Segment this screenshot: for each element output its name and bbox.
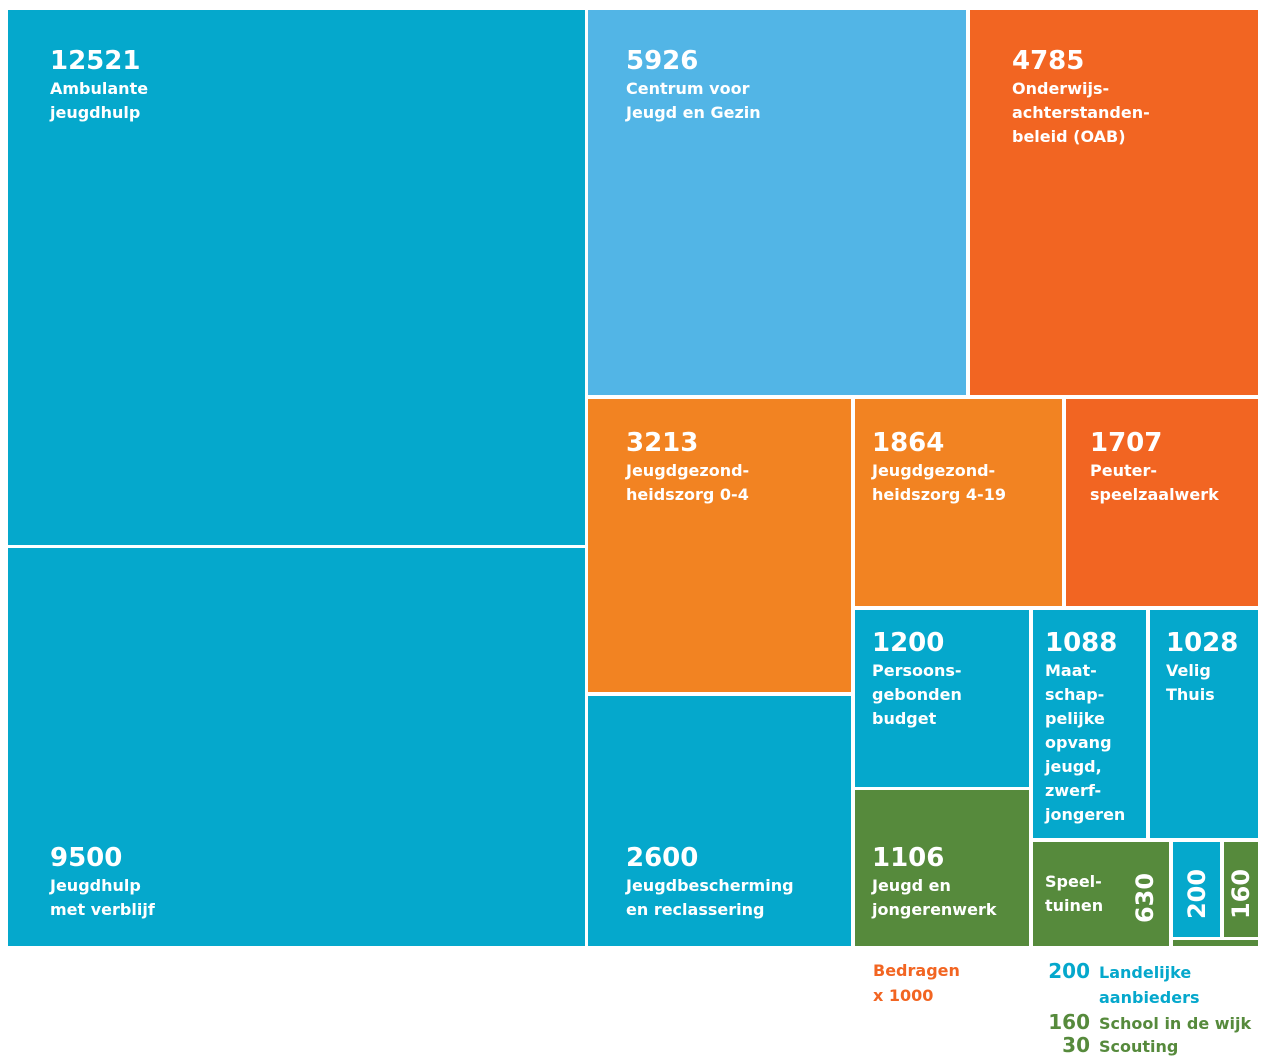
- treemap-cell: 1864 Jeugdgezond- heidszorg 4-19: [855, 399, 1062, 606]
- cell-value: 5926: [626, 46, 699, 76]
- treemap-cell: 1028 Velig Thuis: [1150, 610, 1258, 838]
- cell-label: Jeugdhulp met verblijf: [50, 876, 155, 919]
- cell-text: 3213 Jeugdgezond- heidszorg 0-4: [626, 427, 749, 507]
- cell-text: 1106 Jeugd en jongerenwerk: [872, 842, 996, 922]
- cell-label: Jeugd en jongerenwerk: [872, 876, 997, 919]
- cell-value: 1088: [1045, 628, 1118, 658]
- cell-value: 4785: [1012, 46, 1085, 76]
- cell-label: Centrum voor Jeugd en Gezin: [626, 79, 761, 122]
- legend-value: 200: [1048, 959, 1090, 983]
- cell-value: 1028: [1166, 628, 1239, 658]
- treemap-cell: 12521 Ambulante jeugdhulp: [8, 10, 585, 545]
- cell-label: Maat- schap- pelijke opvang jeugd, zwerf…: [1045, 661, 1126, 824]
- cell-value: 2600: [626, 843, 699, 873]
- cell-label: Onderwijs- achterstanden- beleid (OAB): [1012, 79, 1150, 146]
- treemap-cell: [1173, 940, 1258, 946]
- cell-text: 12521 Ambulante jeugdhulp: [50, 45, 148, 125]
- cell-text: 1088 Maat- schap- pelijke opvang jeugd, z…: [1045, 627, 1125, 827]
- legend-value: 160: [1048, 1010, 1090, 1034]
- cell-text: 4785 Onderwijs- achterstanden- beleid (OA…: [1012, 45, 1150, 149]
- legend-label: Scouting: [1099, 1037, 1179, 1056]
- treemap-cell: 3213 Jeugdgezond- heidszorg 0-4: [588, 399, 851, 692]
- treemap-cell: 200: [1173, 842, 1220, 937]
- treemap-cell: 1200 Persoons- gebonden budget: [855, 610, 1029, 787]
- cell-label: Speel- tuinen: [1045, 872, 1104, 915]
- cell-text: 1707 Peuter- speelzaalwerk: [1090, 427, 1219, 507]
- legend-label: Landelijke aanbieders: [1099, 963, 1200, 1007]
- cell-text: 9500 Jeugdhulp met verblijf: [50, 842, 155, 922]
- cell-label: Persoons- gebonden budget: [872, 661, 962, 728]
- treemap-cell: 1106 Jeugd en jongerenwerk: [855, 790, 1029, 946]
- legend-value: 30: [1062, 1033, 1090, 1057]
- treemap-cell: Speel- tuinen 630: [1033, 842, 1169, 946]
- cell-label: Velig Thuis: [1166, 661, 1215, 704]
- cell-label: Jeugdgezond- heidszorg 0-4: [626, 461, 750, 504]
- cell-value: 1200: [872, 628, 945, 658]
- treemap-cell: 1707 Peuter- speelzaalwerk: [1066, 399, 1258, 606]
- cell-value: 630: [1131, 872, 1159, 924]
- cell-label: Jeugdgezond- heidszorg 4-19: [872, 461, 1006, 504]
- cell-label: Peuter- speelzaalwerk: [1090, 461, 1219, 504]
- cell-text: Speel- tuinen: [1045, 870, 1103, 918]
- cell-value: 200: [1182, 868, 1211, 919]
- cell-label: Ambulante jeugdhulp: [50, 79, 149, 122]
- legend-label: School in de wijk: [1099, 1014, 1252, 1033]
- treemap-cell: 2600 Jeugdbescherming en reclassering: [588, 696, 851, 946]
- cell-value: 3213: [626, 428, 699, 458]
- cell-text: 1200 Persoons- gebonden budget: [872, 627, 962, 731]
- cell-value: 9500: [50, 843, 123, 873]
- cell-text: 5926 Centrum voor Jeugd en Gezin: [626, 45, 761, 125]
- treemap-cell: 1088 Maat- schap- pelijke opvang jeugd, z…: [1033, 610, 1146, 838]
- note: Bedragen x 1000: [873, 961, 960, 1005]
- cell-value: 1707: [1090, 428, 1163, 458]
- cell-value: 160: [1227, 868, 1255, 919]
- cell-label: Jeugdbescherming en reclassering: [626, 876, 794, 919]
- cell-text: 2600 Jeugdbescherming en reclassering: [626, 842, 794, 922]
- cell-text: 1028 Velig Thuis: [1166, 627, 1238, 707]
- cell-value: 1106: [872, 843, 945, 873]
- treemap-cell: 4785 Onderwijs- achterstanden- beleid (OA…: [970, 10, 1258, 395]
- treemap-cell: 9500 Jeugdhulp met verblijf: [8, 548, 585, 946]
- cell-value: 12521: [50, 46, 141, 76]
- treemap-cell: 5926 Centrum voor Jeugd en Gezin: [588, 10, 966, 395]
- treemap-cell: 160: [1224, 842, 1258, 937]
- cell-text: 1864 Jeugdgezond- heidszorg 4-19: [872, 427, 1006, 507]
- cell-value: 1864: [872, 428, 945, 458]
